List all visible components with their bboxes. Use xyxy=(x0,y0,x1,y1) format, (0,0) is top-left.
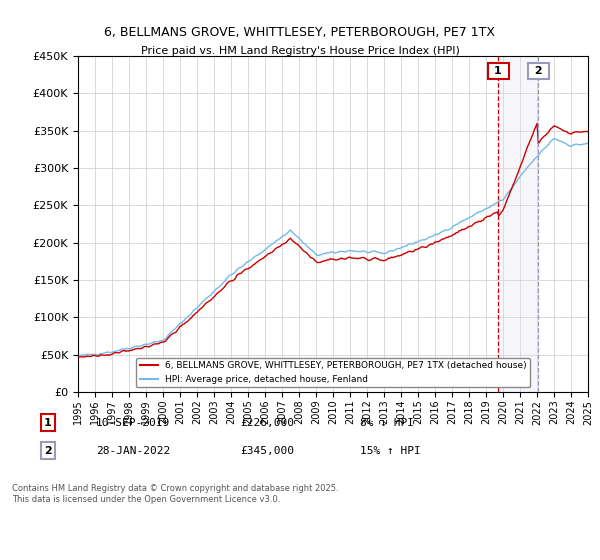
Text: 28-JAN-2022: 28-JAN-2022 xyxy=(96,446,170,456)
Text: 10-SEP-2019: 10-SEP-2019 xyxy=(96,418,170,428)
Text: 2: 2 xyxy=(530,66,546,76)
Legend: 6, BELLMANS GROVE, WHITTLESEY, PETERBOROUGH, PE7 1TX (detached house), HPI: Aver: 6, BELLMANS GROVE, WHITTLESEY, PETERBORO… xyxy=(136,358,530,388)
Text: 8% ↓ HPI: 8% ↓ HPI xyxy=(360,418,414,428)
Text: 15% ↑ HPI: 15% ↑ HPI xyxy=(360,446,421,456)
Text: Contains HM Land Registry data © Crown copyright and database right 2025.
This d: Contains HM Land Registry data © Crown c… xyxy=(12,484,338,504)
Text: 1: 1 xyxy=(490,66,506,76)
Text: Price paid vs. HM Land Registry's House Price Index (HPI): Price paid vs. HM Land Registry's House … xyxy=(140,46,460,56)
Text: £345,000: £345,000 xyxy=(240,446,294,456)
Bar xyxy=(498,56,538,392)
Text: 2: 2 xyxy=(44,446,52,456)
Text: £226,000: £226,000 xyxy=(240,418,294,428)
Text: 6, BELLMANS GROVE, WHITTLESEY, PETERBOROUGH, PE7 1TX: 6, BELLMANS GROVE, WHITTLESEY, PETERBORO… xyxy=(104,26,496,39)
Text: 1: 1 xyxy=(44,418,52,428)
